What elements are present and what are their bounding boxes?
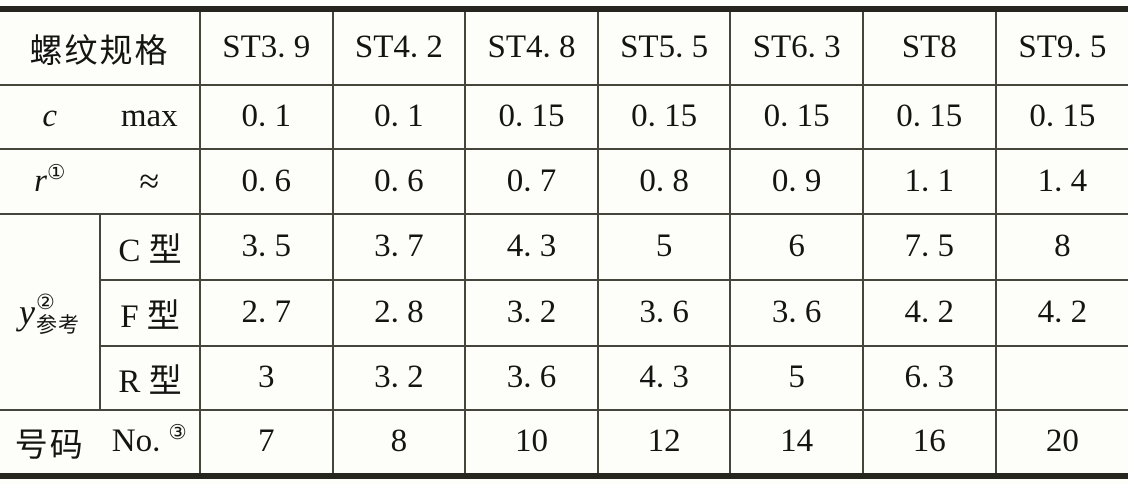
cell-c-st9-5: 0. 15	[994, 83, 1128, 150]
cell-yr-st4-2: 3. 2	[331, 344, 467, 411]
cell-c-st5-5: 0. 15	[596, 83, 732, 150]
number-label-en-with-note: No. ③	[111, 422, 187, 459]
header-row: 螺纹规格 ST3. 9 ST4. 2 ST4. 8 ST5. 5 ST6. 3 …	[0, 8, 1128, 86]
subscript-reference: 参考	[35, 312, 80, 337]
cell-yc-st4-8: 4. 3	[464, 212, 599, 281]
row-c-max: c max 0. 1 0. 1 0. 15 0. 15 0. 15 0. 15 …	[0, 83, 1128, 150]
col-header-st6-3: ST6. 3	[729, 8, 864, 86]
footnote-1-mark: ①	[47, 161, 66, 184]
row-r-approx: r① ≈ 0. 6 0. 6 0. 7 0. 8 0. 9 1. 1 1. 4	[0, 147, 1128, 215]
cell-c-st6-3: 0. 15	[729, 83, 864, 150]
cell-yc-st6-3: 6	[729, 212, 864, 281]
cell-no-st4-2: 8	[331, 408, 467, 476]
cell-r-st9-5: 1. 4	[994, 147, 1128, 215]
cell-c-st8: 0. 15	[861, 83, 997, 150]
row-y-type-c: y ② 参考 C 型 3. 5 3. 7 4. 3 5 6 7. 5 8	[0, 212, 1128, 411]
cell-r-st3-9: 0. 6	[199, 147, 334, 215]
cell-r-st4-8: 0. 7	[464, 147, 599, 215]
cell-yf-st4-8: 3. 2	[464, 278, 599, 347]
cell-yf-st8: 4. 2	[861, 278, 997, 347]
cell-yf-st4-2: 2. 8	[331, 278, 467, 347]
row-label-number: 号码 No. ③	[0, 408, 201, 476]
cell-yr-st3-9: 3	[199, 344, 334, 411]
corner-label: 螺纹规格	[0, 8, 201, 86]
cell-r-st8: 1. 1	[861, 147, 997, 215]
cell-no-st4-8: 10	[464, 408, 599, 476]
type-label-r: R 型	[100, 344, 201, 411]
cell-r-st5-5: 0. 8	[596, 147, 732, 215]
symbol-y: y	[19, 291, 35, 332]
row-number: 号码 No. ③ 7 8 10 12 14 16 20	[0, 408, 1128, 476]
symbol-c: c	[42, 98, 58, 134]
cell-yf-st3-9: 2. 7	[199, 278, 334, 347]
col-header-st4-2: ST4. 2	[331, 8, 467, 86]
footnote-2-mark: ②	[35, 289, 55, 314]
cell-no-st5-5: 12	[596, 408, 732, 476]
cell-yc-st4-2: 3. 7	[331, 212, 467, 281]
type-label-f: F 型	[100, 278, 201, 347]
col-header-st4-8: ST4. 8	[464, 8, 599, 86]
cell-yf-st9-5: 4. 2	[994, 278, 1128, 347]
thread-spec-table: 螺纹规格 ST3. 9 ST4. 2 ST4. 8 ST5. 5 ST6. 3 …	[0, 5, 1128, 479]
number-label-cn: 号码	[14, 427, 85, 464]
cell-yr-st9-5	[994, 344, 1128, 411]
cell-no-st6-3: 14	[729, 408, 864, 476]
cell-c-st4-8: 0. 15	[464, 83, 599, 150]
cell-yr-st5-5: 4. 3	[596, 344, 732, 411]
row-label-y-ref: y ② 参考	[0, 212, 101, 411]
row-label-c-max: c max	[0, 83, 201, 150]
cell-no-st3-9: 7	[199, 408, 334, 476]
cell-c-st4-2: 0. 1	[331, 83, 467, 150]
symbol-r-with-note: r①	[34, 161, 66, 199]
col-header-st5-5: ST5. 5	[596, 8, 732, 86]
cell-yr-st4-8: 3. 6	[464, 344, 599, 411]
col-header-st8: ST8	[861, 8, 997, 86]
cell-r-st4-2: 0. 6	[331, 147, 467, 215]
cell-yf-st5-5: 3. 6	[596, 278, 732, 347]
cell-yr-st6-3: 5	[729, 344, 864, 411]
col-header-st3-9: ST3. 9	[199, 8, 334, 86]
row-label-r-approx: r① ≈	[0, 147, 201, 215]
qualifier-approx: ≈	[139, 161, 160, 201]
cell-yc-st5-5: 5	[596, 212, 732, 281]
row-y-type-r: R 型 3 3. 2 3. 6 4. 3 5 6. 3	[0, 344, 1128, 411]
cell-c-st3-9: 0. 1	[199, 83, 334, 150]
cell-no-st8: 16	[861, 408, 997, 476]
cell-yf-st6-3: 3. 6	[729, 278, 864, 347]
cell-r-st6-3: 0. 9	[729, 147, 864, 215]
cell-no-st9-5: 20	[994, 408, 1128, 476]
cell-yc-st8: 7. 5	[861, 212, 997, 281]
cell-yc-st9-5: 8	[994, 212, 1128, 281]
cell-yc-st3-9: 3. 5	[199, 212, 334, 281]
qualifier-max: max	[120, 98, 178, 134]
col-header-st9-5: ST9. 5	[994, 8, 1128, 86]
cell-yr-st8: 6. 3	[861, 344, 997, 411]
row-y-type-f: F 型 2. 7 2. 8 3. 2 3. 6 3. 6 4. 2 4. 2	[0, 278, 1128, 347]
type-label-c: C 型	[99, 212, 201, 281]
footnote-3-mark: ③	[168, 422, 187, 444]
